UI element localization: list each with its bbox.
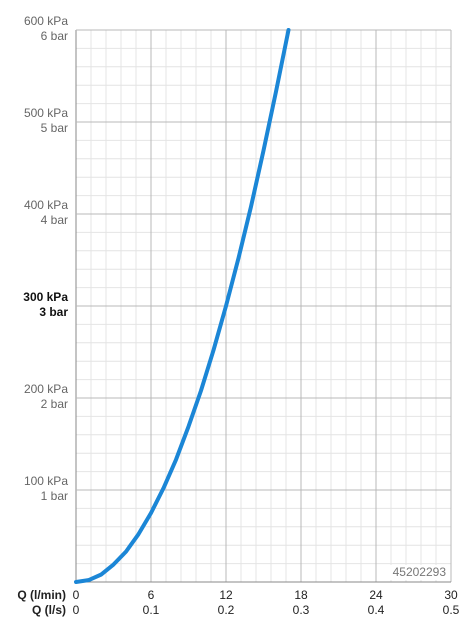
x-tick-label: 30 bbox=[444, 588, 458, 602]
x2-tick-label: 0.5 bbox=[443, 603, 460, 617]
x2-tick-label: 0.4 bbox=[368, 603, 385, 617]
y-tick-label: 500 kPa bbox=[24, 106, 68, 120]
y-tick-label: 300 kPa bbox=[23, 290, 68, 304]
x-tick-label: 24 bbox=[369, 588, 383, 602]
curve bbox=[74, 28, 291, 584]
y-tick-label: 400 kPa bbox=[24, 198, 68, 212]
x2-axis-label: Q (l/s) bbox=[32, 603, 66, 617]
y-tick-label: 4 bar bbox=[41, 213, 68, 227]
x-tick-label: 18 bbox=[294, 588, 308, 602]
x-tick-label: 12 bbox=[219, 588, 233, 602]
y-tick-label: 2 bar bbox=[41, 397, 68, 411]
x-tick-label: 6 bbox=[148, 588, 155, 602]
y-tick-label: 5 bar bbox=[41, 121, 68, 135]
x2-tick-label: 0.1 bbox=[143, 603, 160, 617]
x-tick-label: 0 bbox=[73, 588, 80, 602]
y-tick-label: 3 bar bbox=[39, 305, 68, 319]
x2-tick-label: 0 bbox=[73, 603, 80, 617]
annotation-bg bbox=[384, 565, 446, 580]
x2-tick-label: 0.3 bbox=[293, 603, 310, 617]
x-axis-label: Q (l/min) bbox=[17, 588, 66, 602]
y-tick-label: 6 bar bbox=[41, 29, 68, 43]
y-tick-label: 100 kPa bbox=[24, 474, 68, 488]
x2-tick-label: 0.2 bbox=[218, 603, 235, 617]
y-tick-label: 1 bar bbox=[41, 489, 68, 503]
annotation: 45202293 bbox=[393, 565, 447, 579]
y-tick-label: 600 kPa bbox=[24, 14, 68, 28]
y-tick-label: 200 kPa bbox=[24, 382, 68, 396]
